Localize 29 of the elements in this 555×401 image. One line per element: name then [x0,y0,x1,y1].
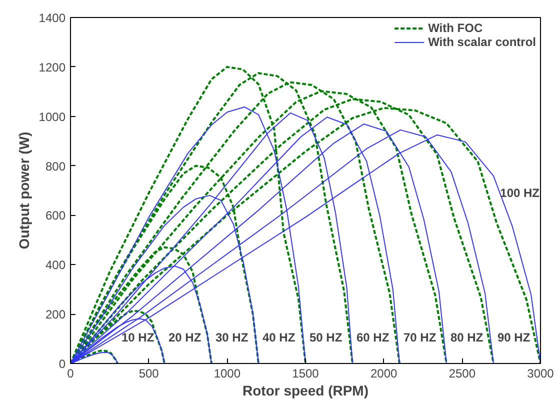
x-tick-label: 1500 [292,366,320,380]
y-axis-title: Output power (W) [16,132,32,250]
x-tick-label: 3000 [527,366,554,380]
y-tick-label: 1200 [38,60,66,74]
legend-label: With FOC [428,21,483,35]
x-axis-title: Rotor speed (RPM) [242,382,368,398]
y-tick-label: 400 [45,258,66,272]
x-tick-label: 500 [138,366,160,380]
y-tick-label: 200 [45,308,66,322]
annotation: 40 HZ [262,330,296,344]
x-tick-label: 1000 [214,366,241,380]
y-tick-label: 0 [58,357,66,371]
x-tick-label: 2500 [448,366,476,380]
annotation: 20 HZ [168,330,202,344]
x-tick-label: 0 [67,366,74,380]
x-tick-label: 2000 [370,366,398,380]
annotation: 100 HZ [500,186,540,200]
y-tick-label: 600 [45,208,66,223]
annotation: 10 HZ [122,330,154,344]
annotation: 50 HZ [310,330,342,344]
annotation: 80 HZ [450,330,484,344]
annotation: 70 HZ [404,330,436,344]
annotation: 90 HZ [498,330,530,344]
y-tick-label: 1400 [38,11,66,25]
legend-label: With scalar control [428,35,536,49]
y-tick-label: 1000 [38,110,66,124]
annotation: 60 HZ [356,330,390,344]
annotation: 30 HZ [216,330,248,344]
y-tick-label: 800 [45,159,66,174]
